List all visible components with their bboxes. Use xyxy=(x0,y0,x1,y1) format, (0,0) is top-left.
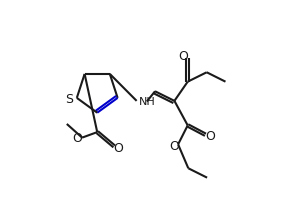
Text: O: O xyxy=(205,129,215,142)
Text: S: S xyxy=(65,93,73,106)
Text: O: O xyxy=(169,139,179,152)
Text: O: O xyxy=(73,131,83,144)
Text: O: O xyxy=(114,141,124,154)
Text: O: O xyxy=(178,49,188,62)
Text: NH: NH xyxy=(139,97,156,107)
